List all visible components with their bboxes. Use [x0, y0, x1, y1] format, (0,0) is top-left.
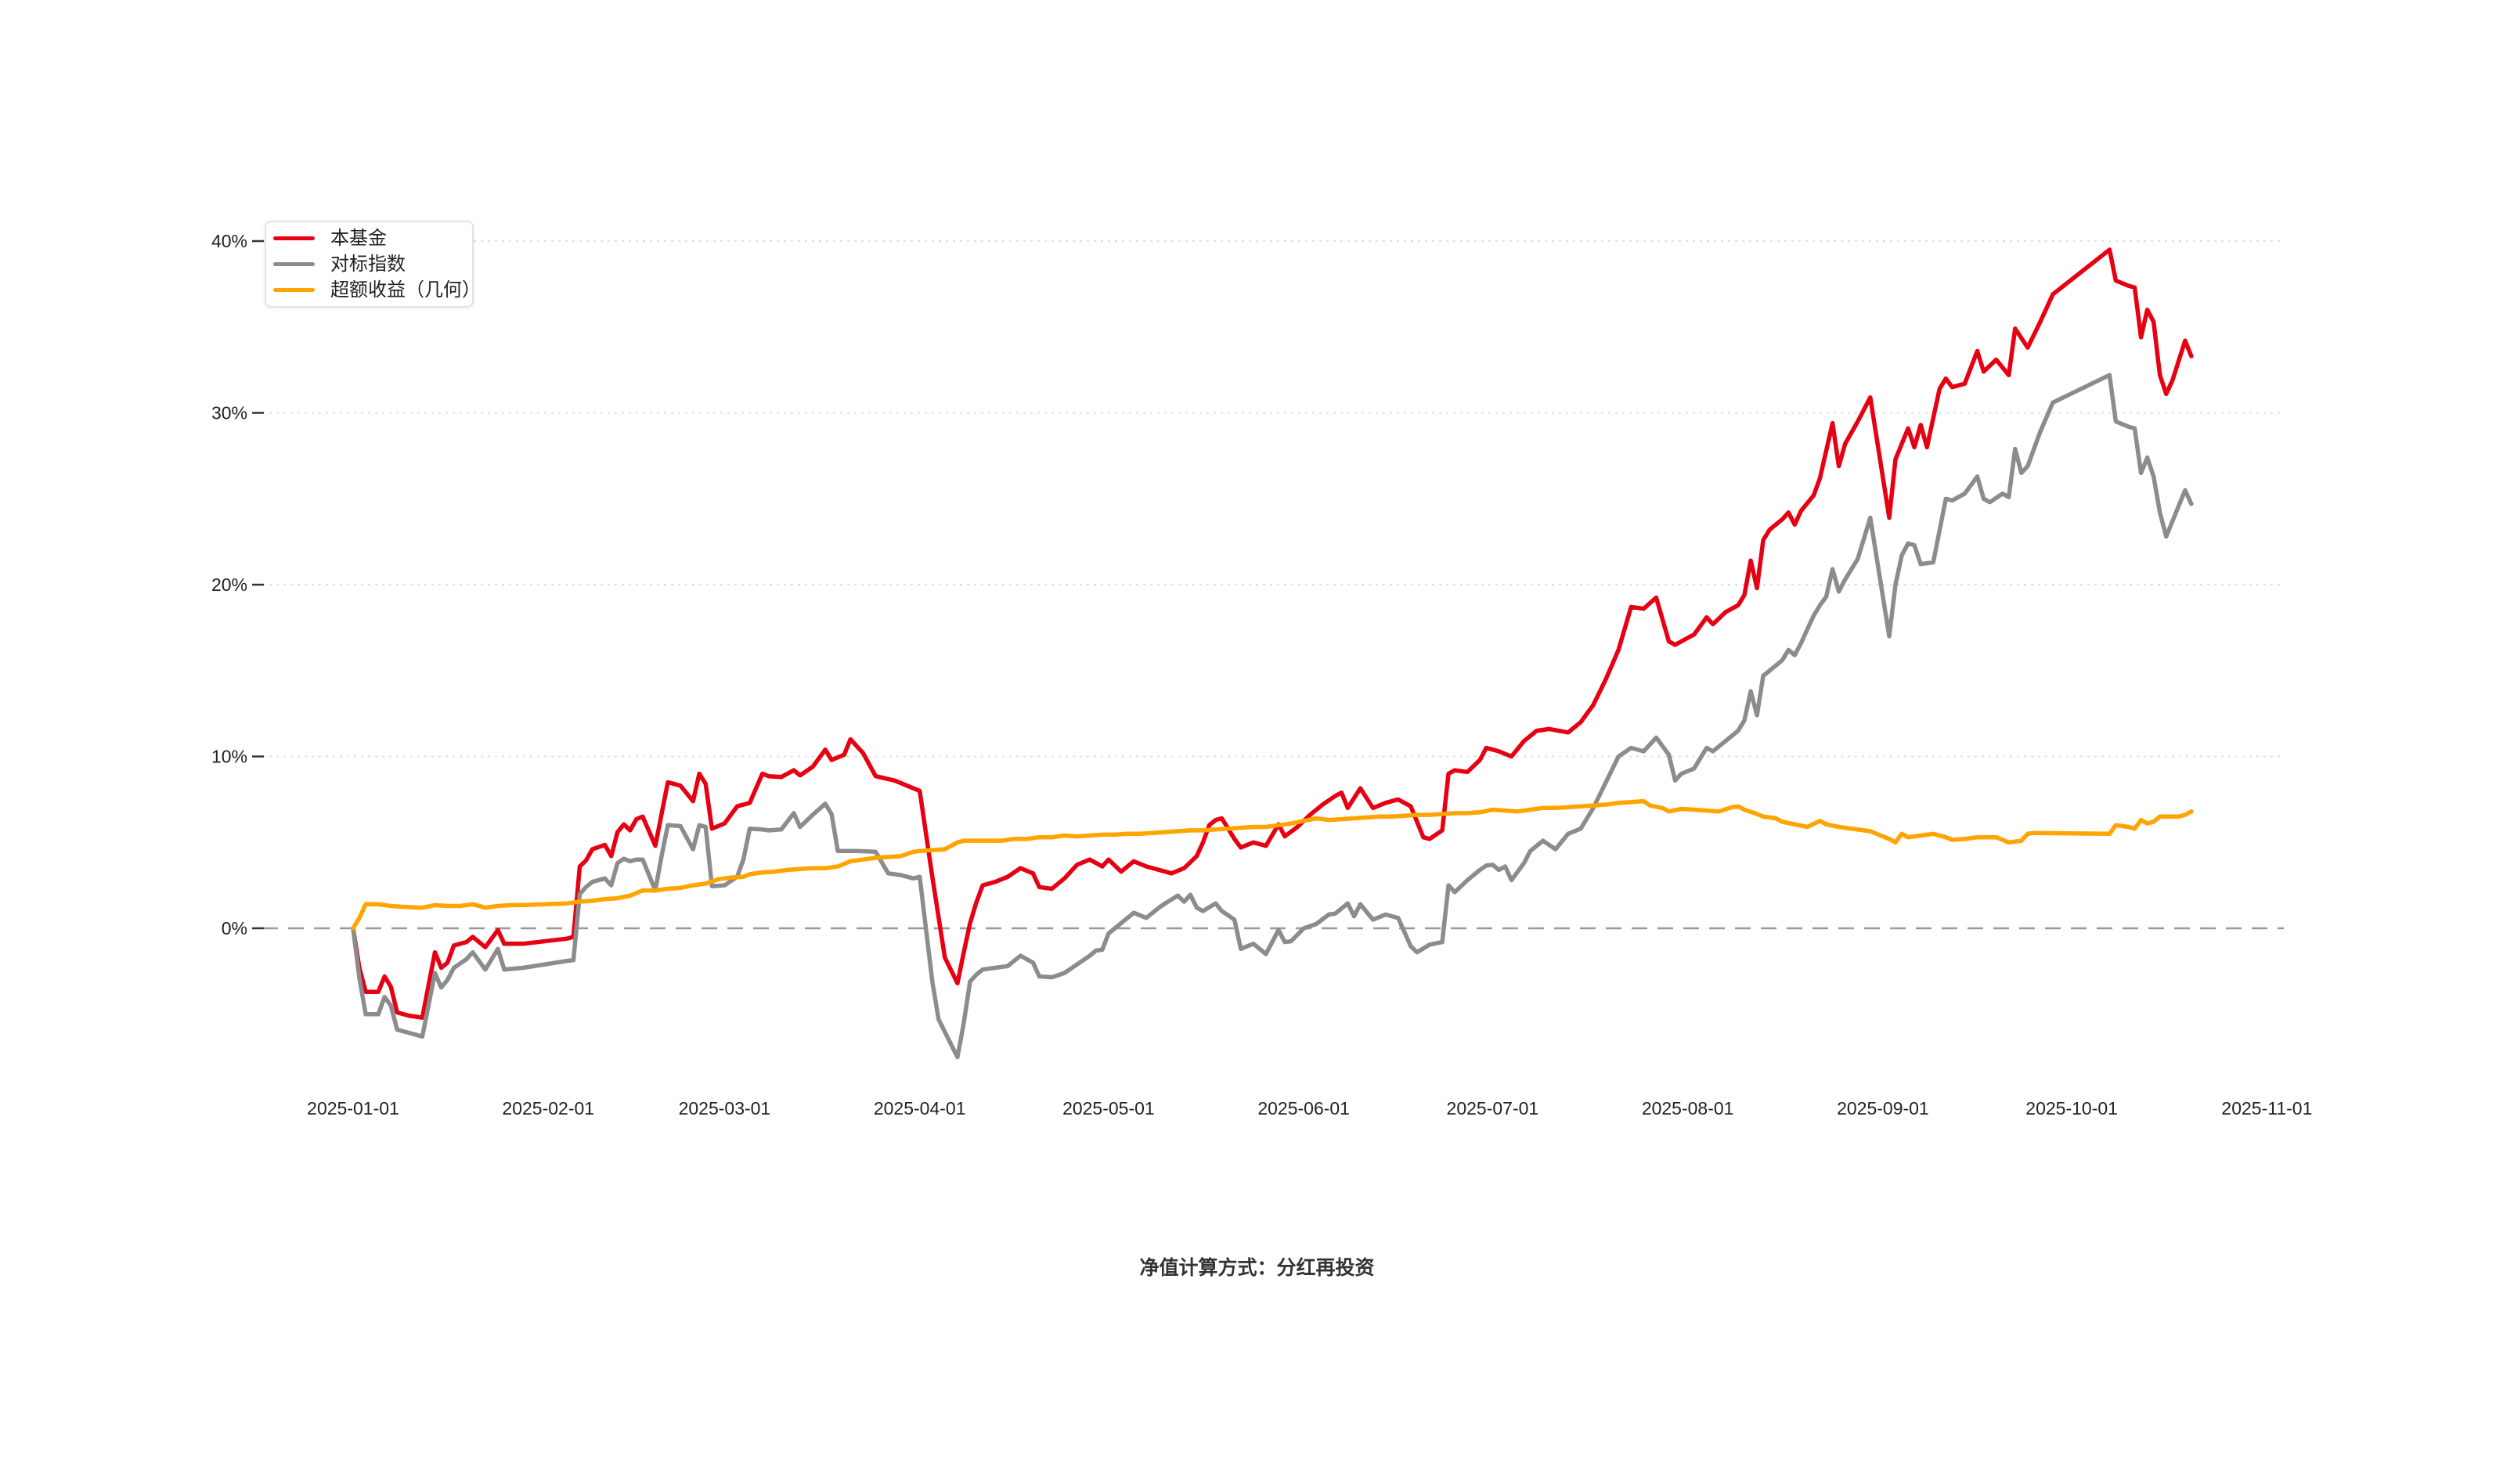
benchmark-line-swatch: [273, 262, 315, 266]
x-axis-label: 2025-03-01: [679, 1098, 771, 1118]
x-axis: 2025-01-01 2025-02-01 2025-03-01 2025-04-01…: [307, 1098, 2312, 1118]
gridlines: [262, 240, 2284, 930]
chart-legend: 本基金 对标指数 超额收益（几何）: [265, 221, 481, 308]
y-axis-label: 40%: [211, 231, 247, 251]
series-lines: [351, 247, 2194, 1060]
x-axis-label: 2025-01-01: [307, 1098, 399, 1118]
y-axis-label: 10%: [211, 747, 247, 767]
x-axis-label: 2025-11-01: [2221, 1098, 2312, 1118]
x-axis-label: 2025-05-01: [1062, 1098, 1155, 1118]
benchmark-line: [351, 373, 2194, 1060]
legend-item-excess-return[interactable]: 超额收益（几何）: [273, 277, 481, 303]
nav-calculation-note: 净值计算方式：分红再投资: [1139, 1257, 1375, 1279]
x-axis-label: 2025-10-01: [2025, 1098, 2118, 1118]
fund-line-swatch: [273, 236, 315, 240]
x-axis-label: 2025-04-01: [874, 1098, 966, 1118]
y-axis: 0% 10% 20% 30% 40%: [211, 231, 264, 938]
x-axis-label: 2025-08-01: [1642, 1098, 1734, 1118]
y-axis-label: 20%: [211, 575, 247, 595]
fund-line: [351, 247, 2194, 1020]
legend-label-benchmark: 对标指数: [330, 253, 406, 275]
y-axis-label: 30%: [211, 403, 247, 423]
legend-item-fund[interactable]: 本基金: [273, 225, 472, 251]
legend-item-benchmark[interactable]: 对标指数: [273, 251, 472, 277]
x-axis-label: 2025-07-01: [1447, 1098, 1539, 1118]
legend-label-fund: 本基金: [330, 227, 387, 249]
x-axis-label: 2025-09-01: [1837, 1098, 1929, 1118]
x-axis-label: 2025-02-01: [502, 1098, 594, 1118]
x-axis-label: 2025-06-01: [1257, 1098, 1350, 1118]
excess-return-line: [351, 798, 2194, 931]
legend-label-excess-return: 超额收益（几何）: [330, 279, 481, 301]
y-axis-label: 0%: [222, 918, 247, 938]
excess-return-line-swatch: [273, 288, 315, 292]
